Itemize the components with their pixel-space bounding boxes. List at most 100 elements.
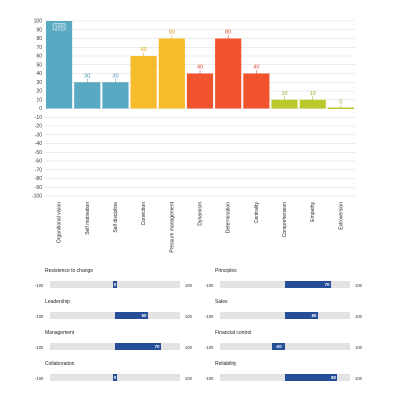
data-label: 80 — [169, 30, 175, 36]
x-tick-label: Self motivation — [85, 202, 91, 235]
gauge-fill — [285, 281, 331, 288]
gauge-fill — [113, 281, 117, 288]
y-tick-label: 90 — [36, 27, 42, 33]
gauge-item: Leadership -100 50 100 — [35, 299, 210, 329]
x-tick-label: Self discipline — [113, 202, 119, 233]
y-tick-label: -80 — [35, 176, 42, 182]
gauge-max-label: 100 — [185, 345, 192, 350]
data-label: 40 — [197, 65, 203, 71]
y-tick-label: 50 — [36, 62, 42, 68]
gauge-max-label: 100 — [355, 376, 362, 381]
y-tick-label: -30 — [35, 132, 42, 138]
gauge-min-label: -100 — [205, 283, 214, 288]
bar-chart: 1009080706050403020100-10-20-30-40-50-60… — [32, 19, 355, 253]
gauge-track: 50 — [220, 312, 350, 319]
gauge-item: Principles -100 70 100 — [205, 268, 380, 298]
y-tick-label: -40 — [35, 141, 42, 147]
bar — [215, 38, 242, 109]
gauge-item: Financial control -100 -20 100 — [205, 330, 380, 360]
y-tick-label: 100 — [34, 19, 43, 25]
y-tick-label: -10 — [35, 115, 42, 121]
gauge-track: 70 — [50, 343, 180, 350]
y-tick-label: 80 — [36, 36, 42, 42]
y-tick-label: 40 — [36, 71, 42, 77]
gauge-title: Financial control — [215, 330, 252, 336]
data-label: 30 — [84, 73, 90, 79]
gauge-track: 50 — [50, 312, 180, 319]
gauge-value-label: 80 — [331, 375, 336, 380]
gauge-track: 0 — [50, 374, 180, 381]
gauge-track: 80 — [220, 374, 350, 381]
gauge-track: 70 — [220, 281, 350, 288]
gauge-fill — [113, 374, 117, 381]
y-tick-label: 10 — [36, 97, 42, 103]
data-label: 80 — [225, 30, 231, 36]
gauge-max-label: 100 — [355, 345, 362, 350]
x-tick-label: Centrality — [254, 202, 260, 224]
gauge-max-label: 100 — [185, 376, 192, 381]
x-tick-label: Organitional vision — [57, 202, 63, 243]
gauge-min-label: -100 — [205, 345, 214, 350]
gauge-title: Sales — [215, 299, 228, 305]
gauge-track: 0 — [50, 281, 180, 288]
bar — [130, 56, 157, 109]
gauge-item: Management -100 70 100 — [35, 330, 210, 360]
gauge-title: Collaboration — [45, 361, 75, 367]
data-label: 60 — [141, 47, 147, 53]
y-tick-label: 0 — [39, 106, 42, 112]
y-tick-label: -20 — [35, 124, 42, 130]
gauge-max-label: 100 — [355, 283, 362, 288]
gauge-value-label: 0 — [113, 375, 117, 380]
y-tick-label: -60 — [35, 159, 42, 165]
gauge-value-label: 50 — [311, 313, 317, 318]
gauge-fill — [285, 374, 337, 381]
x-tick-label: Comprehension — [282, 202, 288, 238]
data-label: 10 — [310, 91, 316, 97]
x-tick-label: Empathy — [310, 202, 316, 222]
data-label: 0 — [339, 100, 342, 106]
y-tick-label: -90 — [35, 185, 42, 191]
gauge-fill — [285, 312, 318, 319]
gauge-track: -20 — [220, 343, 350, 350]
gauge-max-label: 100 — [185, 314, 192, 319]
gauge-min-label: -100 — [35, 314, 44, 319]
gauge-title: Leadership — [45, 299, 70, 305]
gauge-min-label: -100 — [35, 376, 44, 381]
x-tick-label: Pressure management — [169, 201, 175, 252]
gauge-fill — [115, 312, 148, 319]
gauge-value-label: 0 — [113, 282, 117, 287]
gauge-fill — [115, 343, 161, 350]
gauge-min-label: -100 — [35, 345, 44, 350]
bar — [243, 73, 270, 109]
gauge-fill — [272, 343, 285, 350]
gauge-title: Management — [45, 330, 75, 336]
gauge-value-label: 70 — [154, 344, 160, 349]
gauge-max-label: 100 — [185, 283, 192, 288]
y-tick-label: 70 — [36, 45, 42, 51]
bar — [46, 21, 73, 109]
x-tick-label: Conviction — [141, 202, 147, 226]
bar — [271, 99, 298, 109]
x-tick-label: Extroversion — [338, 202, 344, 230]
gauge-value-label: 50 — [141, 313, 147, 318]
data-label: 30 — [112, 73, 118, 79]
gauge-item: Reliability -100 80 100 — [205, 361, 380, 391]
gauge-title: Resistence to change — [45, 268, 94, 274]
bar — [299, 99, 326, 109]
gauge-min-label: -100 — [205, 314, 214, 319]
y-tick-label: -50 — [35, 150, 42, 156]
gauge-item: Resistence to change -100 0 100 — [35, 268, 210, 298]
data-label: 10 — [281, 91, 287, 97]
gauge-item: Sales -100 50 100 — [205, 299, 380, 329]
bar — [102, 82, 129, 109]
y-tick-label: 30 — [36, 80, 42, 86]
y-tick-label: 60 — [36, 54, 42, 60]
bar — [74, 82, 101, 109]
data-label: 100 — [54, 24, 63, 30]
y-tick-label: -70 — [35, 167, 42, 173]
x-tick-label: Dynamism — [198, 202, 204, 226]
bar — [158, 38, 185, 109]
gauge-min-label: -100 — [35, 283, 44, 288]
gauge-max-label: 100 — [355, 314, 362, 319]
